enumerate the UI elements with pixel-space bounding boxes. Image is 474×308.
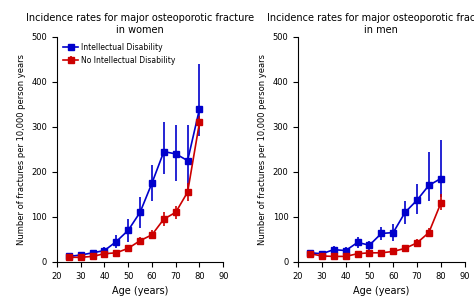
Title: Incidence rates for major osteoporotic fracture
in men: Incidence rates for major osteoporotic f… <box>267 13 474 35</box>
X-axis label: Age (years): Age (years) <box>353 286 410 296</box>
Title: Incidence rates for major osteoporotic fracture
in women: Incidence rates for major osteoporotic f… <box>26 13 254 35</box>
Legend: Intellectual Disability, No Intellectual Disability: Intellectual Disability, No Intellectual… <box>61 41 178 67</box>
Y-axis label: Number of fractures per 10,000 person years: Number of fractures per 10,000 person ye… <box>258 54 267 245</box>
Y-axis label: Number of fractures per 10,000 person years: Number of fractures per 10,000 person ye… <box>17 54 26 245</box>
X-axis label: Age (years): Age (years) <box>112 286 168 296</box>
